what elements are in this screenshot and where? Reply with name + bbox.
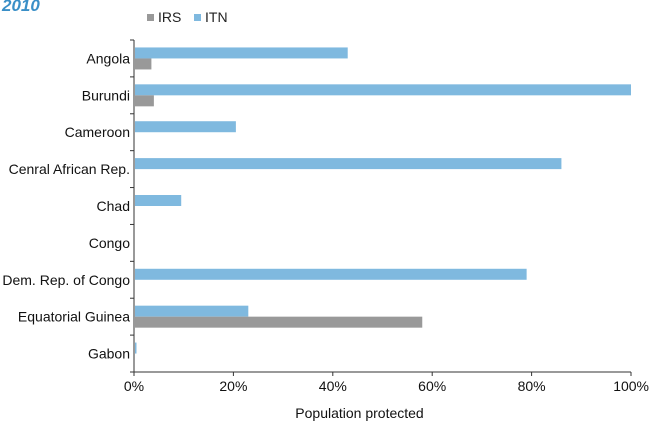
x-tick-label: 40% (319, 378, 347, 394)
bar-itn-cenral-african-rep (135, 158, 562, 170)
bar-itn-dem-rep-of-congo (135, 268, 527, 280)
y-tick-label-dem-rep-of-congo: Dem. Rep. of Congo (2, 272, 130, 288)
x-tick-label: 100% (613, 378, 649, 394)
x-tick-label: 80% (518, 378, 546, 394)
y-tick-label-congo: Congo (89, 235, 130, 251)
bar-itn-cameroon (135, 121, 236, 133)
x-axis-label: Population protected (295, 405, 423, 421)
chart-title: 2010 (2, 0, 40, 15)
legend-swatch-itn (194, 14, 201, 21)
x-tick-label: 0% (124, 378, 144, 394)
bar-itn-burundi (135, 84, 631, 96)
y-tick-label-burundi: Burundi (82, 87, 130, 103)
bar-itn-gabon (135, 342, 137, 354)
bar-irs-angola (135, 58, 152, 70)
y-tick-label-angola: Angola (86, 50, 130, 66)
y-tick-label-chad: Chad (97, 198, 130, 214)
legend-item-irs: IRS (147, 9, 181, 25)
legend-item-itn: ITN (194, 9, 228, 25)
bar-itn-angola (135, 47, 348, 59)
legend-label-irs: IRS (158, 9, 182, 25)
bar-irs-equatorial-guinea (135, 316, 423, 328)
legend-swatch-irs (147, 14, 154, 21)
x-tick-label: 20% (219, 378, 247, 394)
y-tick-label-cenral-african-rep: Cenral African Rep. (9, 161, 130, 177)
bar-itn-equatorial-guinea (135, 305, 249, 317)
bar-irs-burundi (135, 95, 154, 107)
x-tick-label: 60% (418, 378, 446, 394)
y-tick-label-cameroon: Cameroon (65, 124, 130, 140)
y-tick-label-gabon: Gabon (88, 346, 130, 362)
y-tick-label-equatorial-guinea: Equatorial Guinea (18, 309, 130, 325)
legend-label-itn: ITN (205, 9, 228, 25)
bar-itn-chad (135, 195, 182, 206)
